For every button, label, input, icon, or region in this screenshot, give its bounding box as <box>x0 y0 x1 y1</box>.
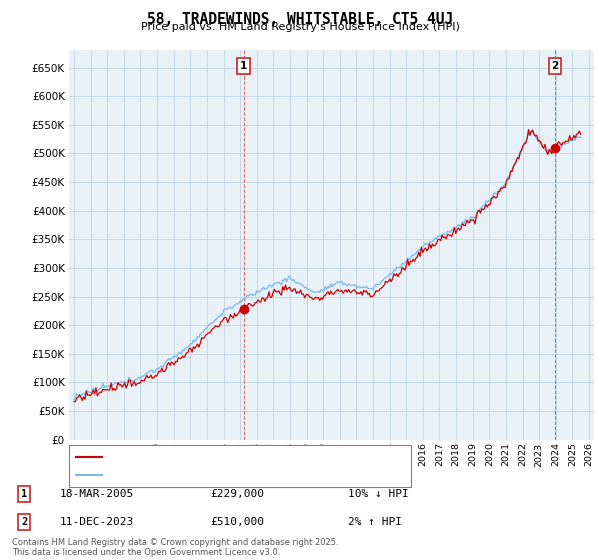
Text: Price paid vs. HM Land Registry's House Price Index (HPI): Price paid vs. HM Land Registry's House … <box>140 22 460 32</box>
Text: 2% ↑ HPI: 2% ↑ HPI <box>348 517 402 527</box>
Text: 2: 2 <box>21 517 27 527</box>
Text: £229,000: £229,000 <box>210 489 264 499</box>
Text: 18-MAR-2005: 18-MAR-2005 <box>60 489 134 499</box>
Text: 1: 1 <box>21 489 27 499</box>
Text: Contains HM Land Registry data © Crown copyright and database right 2025.
This d: Contains HM Land Registry data © Crown c… <box>12 538 338 557</box>
Text: 10% ↓ HPI: 10% ↓ HPI <box>348 489 409 499</box>
Text: 58, TRADEWINDS, WHITSTABLE, CT5 4UJ (detached house): 58, TRADEWINDS, WHITSTABLE, CT5 4UJ (det… <box>106 452 398 462</box>
Text: 2: 2 <box>551 61 559 71</box>
Text: 1: 1 <box>240 61 247 71</box>
Text: 11-DEC-2023: 11-DEC-2023 <box>60 517 134 527</box>
Text: HPI: Average price, detached house, Canterbury: HPI: Average price, detached house, Cant… <box>106 470 347 480</box>
Text: £510,000: £510,000 <box>210 517 264 527</box>
Text: 58, TRADEWINDS, WHITSTABLE, CT5 4UJ: 58, TRADEWINDS, WHITSTABLE, CT5 4UJ <box>147 12 453 27</box>
